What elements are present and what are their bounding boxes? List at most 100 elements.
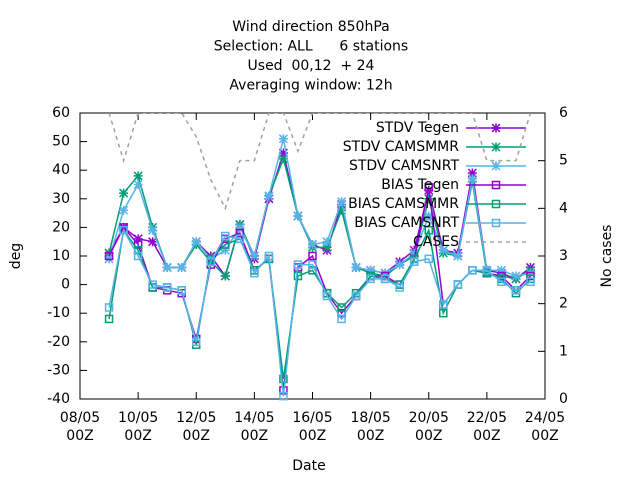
point	[177, 262, 187, 272]
chart-title: Selection: ALL 6 stations	[214, 39, 408, 55]
point	[104, 303, 114, 312]
legend-label: CASES	[413, 234, 459, 250]
point	[191, 237, 201, 247]
y2-tick-label: 2	[559, 296, 568, 312]
legend-marker	[491, 180, 501, 190]
series-line	[108, 138, 531, 277]
y-tick-label: 50	[52, 134, 70, 150]
point	[293, 211, 303, 221]
x-tick-label: 16/05 00Z	[292, 410, 332, 444]
legend-label: STDV Tegen	[376, 120, 459, 136]
point	[409, 248, 419, 258]
point	[337, 205, 347, 215]
y-tick-label: 20	[52, 219, 70, 235]
x-tick-label: 22/05 00Z	[467, 410, 507, 444]
series-line	[108, 228, 531, 397]
legend-label: BIAS CAMSMMR	[348, 196, 459, 212]
point	[511, 286, 521, 295]
point	[439, 308, 448, 318]
point	[220, 245, 230, 255]
y2-axis-label: No cases	[599, 225, 615, 288]
point	[133, 234, 143, 244]
point	[395, 260, 405, 270]
point	[235, 234, 245, 244]
point	[235, 228, 245, 238]
point	[424, 183, 433, 192]
point	[192, 337, 201, 347]
point	[337, 303, 346, 312]
y-tick-label: -40	[47, 391, 70, 407]
point	[249, 251, 259, 261]
point	[220, 271, 230, 281]
point	[453, 280, 463, 289]
y2-tick-label: 6	[559, 105, 568, 121]
chart-title: Averaging window: 12h	[229, 78, 392, 94]
point	[221, 231, 230, 241]
y2-tick-label: 5	[559, 153, 568, 169]
legend-marker	[491, 123, 501, 133]
point	[206, 257, 216, 266]
y2-tick-label: 1	[559, 343, 568, 359]
series-line	[108, 227, 531, 380]
point	[322, 237, 332, 247]
point	[424, 211, 434, 221]
legend-marker	[491, 199, 501, 209]
point	[162, 283, 172, 292]
point	[250, 268, 259, 278]
y-tick-label: -20	[47, 334, 70, 350]
y-tick-label: 10	[52, 248, 70, 264]
point	[380, 274, 390, 284]
point	[104, 251, 114, 261]
legend-marker	[491, 218, 501, 228]
point	[162, 262, 172, 272]
x-tick-label: 18/05 00Z	[350, 410, 390, 444]
y-tick-label: -30	[47, 362, 70, 378]
point	[308, 260, 317, 269]
y-axis-label: deg	[8, 243, 24, 269]
legend-label: BIAS CAMSNRT	[354, 215, 459, 231]
point	[337, 197, 347, 207]
point	[424, 194, 434, 204]
x-tick-label: 24/05 00Z	[525, 410, 565, 444]
legend-label: STDV CAMSMMR	[343, 139, 459, 155]
point	[177, 286, 186, 295]
point	[482, 266, 492, 275]
point	[235, 222, 245, 232]
point	[322, 291, 332, 301]
point	[337, 314, 346, 324]
point	[279, 374, 288, 384]
point	[467, 168, 477, 178]
point	[351, 291, 361, 301]
legend-label: STDV CAMSNRT	[349, 158, 460, 174]
point	[278, 134, 288, 144]
y-tick-label: 60	[52, 105, 70, 121]
chart-title: Wind direction 850hPa	[232, 19, 389, 35]
point	[119, 188, 129, 198]
point	[366, 274, 375, 284]
point	[264, 251, 274, 261]
y2-tick-label: 0	[559, 391, 568, 407]
point	[453, 251, 463, 261]
y-tick-label: 0	[61, 277, 70, 293]
point	[119, 226, 128, 235]
legend-marker	[491, 142, 501, 152]
point	[119, 205, 129, 215]
x-tick-label: 10/05 00Z	[118, 410, 158, 444]
point	[439, 300, 448, 309]
point	[278, 148, 288, 158]
point	[366, 265, 376, 275]
point	[148, 237, 158, 247]
point	[133, 179, 143, 190]
point	[308, 251, 317, 261]
point	[395, 283, 404, 292]
y2-tick-label: 3	[559, 248, 568, 264]
point	[424, 226, 433, 235]
point	[511, 271, 521, 281]
y2-tick-label: 4	[559, 200, 568, 216]
point	[351, 262, 361, 272]
point	[293, 260, 303, 269]
point	[104, 314, 114, 324]
point	[497, 277, 506, 286]
point	[133, 251, 143, 261]
